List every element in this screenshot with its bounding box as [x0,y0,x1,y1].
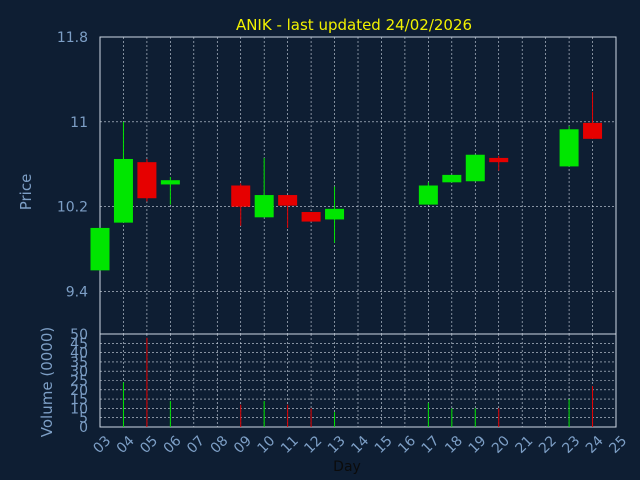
x-tick-label: 18 [442,433,466,457]
candle-body [465,154,485,182]
candle-body [583,122,603,139]
candle-body [231,185,251,207]
x-tick-label: 13 [325,433,349,457]
candle-body [442,174,462,183]
candle-body [137,162,157,199]
volume-tick-label: 45 [70,336,88,352]
volume-axis-label: Volume (0000) [38,327,56,437]
x-tick-label: 06 [161,433,185,457]
volume-tick-label: 40 [70,346,88,362]
chart-title: ANIK - last updated 24/02/2026 [236,16,472,34]
x-tick-label: 07 [184,433,208,457]
x-tick-label: 11 [278,433,302,457]
candle-body [489,157,509,163]
volume-tick-label: 5 [79,411,88,427]
x-tick-label: 24 [583,433,607,457]
price-tick-label: 11.8 [57,30,88,46]
volume-tick-label: 35 [70,355,88,371]
x-axis-label: Day [333,459,361,475]
x-tick-label: 12 [301,433,325,457]
volume-tick-label: 30 [70,364,88,380]
x-tick-label: 25 [606,433,630,457]
price-tick-label: 10.2 [57,200,88,216]
price-tick-label: 9.4 [66,285,88,301]
x-axis: 03 04 05 06 07 08 09 10 11 12 13 14 15 16 17 18 19 20 21 22… [90,433,630,457]
x-tick-label: 15 [372,433,396,457]
x-tick-label: 23 [559,433,583,457]
x-tick-label: 03 [90,433,114,457]
volume-tick-label: 20 [70,383,88,399]
volume-tick-label: 0 [79,420,88,436]
candle-body [418,185,438,205]
x-tick-label: 10 [255,433,279,457]
x-tick-label: 17 [419,433,443,457]
candle-body [278,195,298,206]
candle-body [254,195,274,218]
candle-body [301,212,321,222]
volume-tick-label: 15 [70,392,88,408]
volume-tick-label: 50 [70,327,88,343]
candle-body [90,227,110,271]
volume-tick-label: 10 [70,401,88,417]
candle-body [559,129,579,167]
candle-body [325,208,345,220]
x-tick-label: 05 [137,433,161,457]
x-tick-label: 22 [536,433,560,457]
price-tick-label: 11 [70,115,88,131]
x-tick-label: 20 [489,433,513,457]
price-panel: 9.4 10.2 11 11.8 [57,30,617,335]
candle-body [160,180,180,185]
volume-tick-label: 25 [70,374,88,390]
x-tick-label: 21 [513,433,537,457]
x-tick-label: 09 [231,433,255,457]
x-tick-label: 16 [395,433,419,457]
x-tick-label: 19 [466,433,490,457]
candle-body [113,158,133,223]
x-tick-label: 14 [348,433,372,457]
x-tick-label: 08 [208,433,232,457]
price-axis-label: Price [17,174,35,211]
x-tick-label: 04 [114,433,138,457]
